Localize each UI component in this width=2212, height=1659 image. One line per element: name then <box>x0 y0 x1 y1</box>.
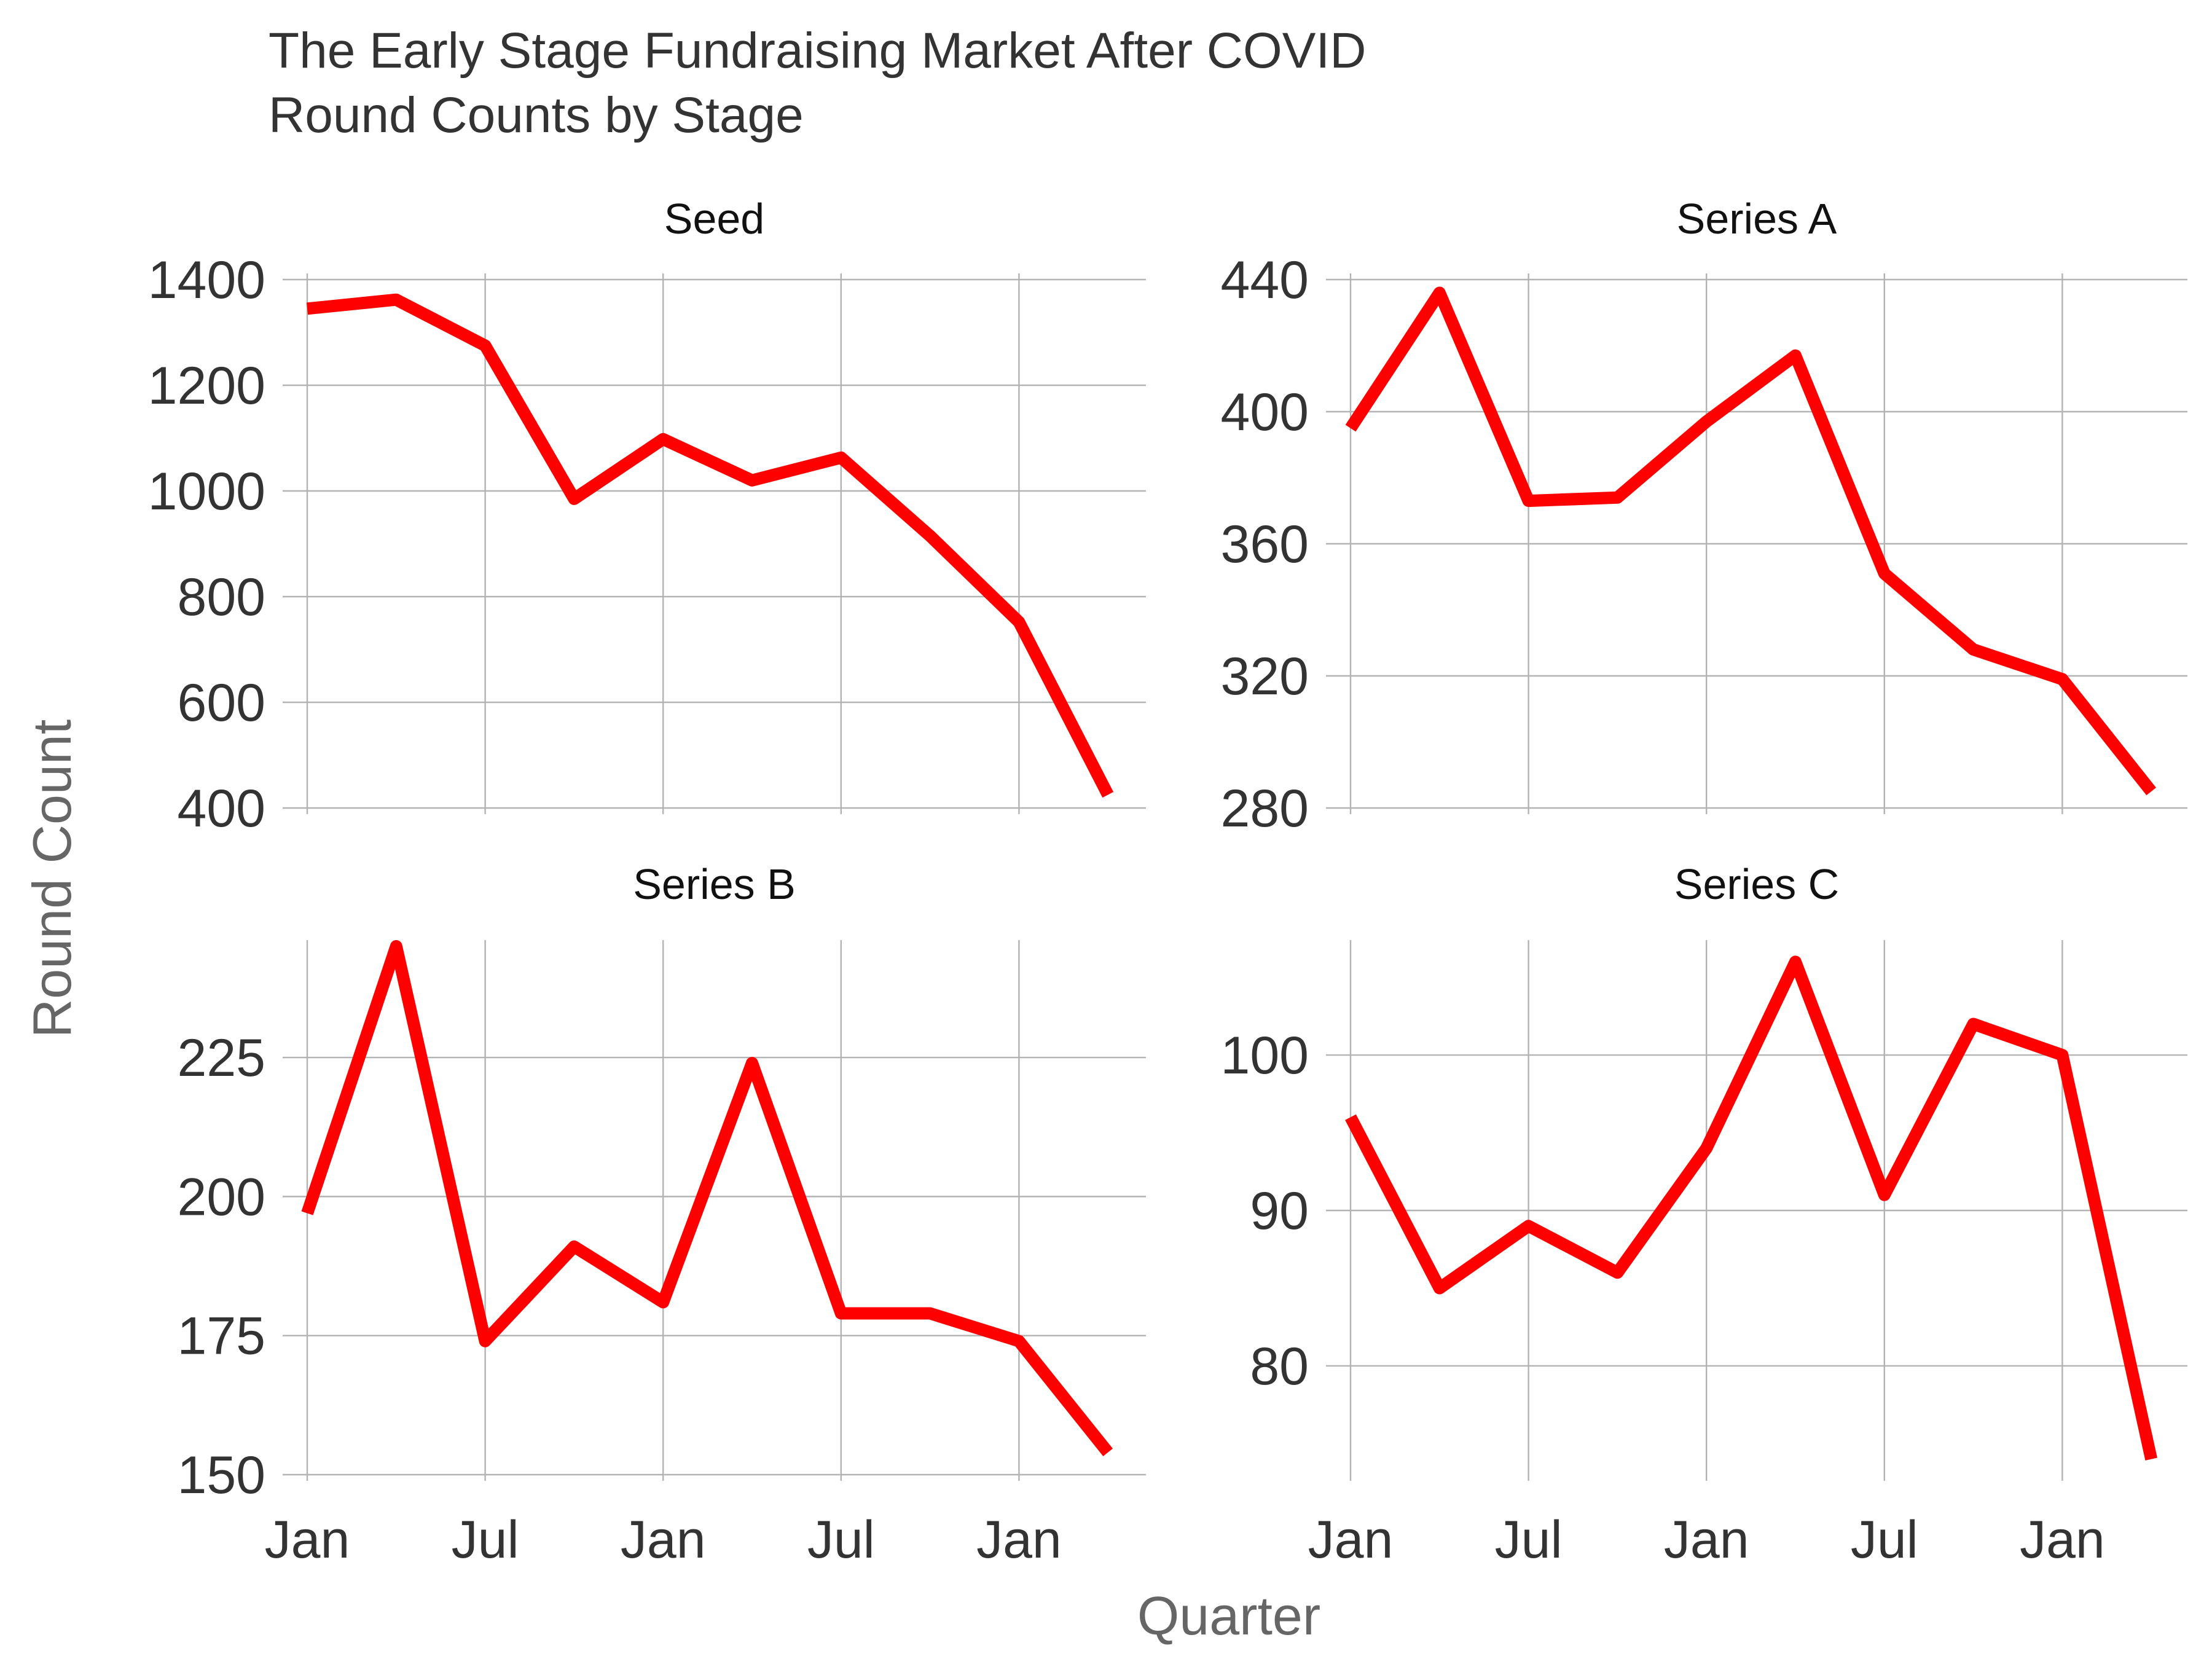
facet-panel: Series C 80 90 100 Jan Jul Jan Jul Jan <box>1221 860 2187 1569</box>
x-tick-label: Jan <box>1664 1510 1749 1569</box>
y-tick-label: 90 <box>1250 1182 1309 1241</box>
y-tick-label: 360 <box>1221 515 1309 574</box>
x-tick-label: Jan <box>621 1510 706 1569</box>
facet-strip-label: Series B <box>633 860 796 908</box>
chart-title: The Early Stage Fundraising Market After… <box>269 23 1367 79</box>
y-tick-label: 1000 <box>148 462 265 521</box>
facet-panels: Seed 400 600 800 1000 1200 1400 Series A 280 320 3… <box>148 195 2187 1569</box>
facet-strip-label: Seed <box>664 195 764 243</box>
y-tick-label: 175 <box>178 1307 266 1366</box>
y-tick-label: 400 <box>1221 383 1309 442</box>
y-tick-label: 800 <box>178 568 266 627</box>
y-tick-label: 600 <box>178 673 266 732</box>
y-tick-label: 200 <box>178 1167 266 1226</box>
y-tick-label: 1400 <box>148 251 265 310</box>
x-tick-label: Jan <box>1308 1510 1394 1569</box>
facet-strip-label: Series C <box>1674 860 1839 908</box>
x-axis-title: Quarter <box>1137 1585 1320 1646</box>
y-tick-label: 225 <box>178 1029 266 1088</box>
facet-strip-label: Series A <box>1677 195 1837 243</box>
x-tick-label: Jul <box>807 1510 875 1569</box>
x-tick-label: Jul <box>1495 1510 1563 1569</box>
series-line <box>301 940 1113 1457</box>
x-tick-label: Jan <box>976 1510 1062 1569</box>
y-tick-label: 320 <box>1221 647 1309 706</box>
x-tick-label: Jul <box>1851 1510 1918 1569</box>
x-tick-label: Jul <box>452 1510 519 1569</box>
y-tick-label: 280 <box>1221 779 1309 838</box>
series-line <box>306 293 1114 798</box>
y-tick-label: 400 <box>178 779 266 838</box>
y-tick-label: 80 <box>1250 1337 1309 1396</box>
y-axis-title: Round Count <box>22 720 82 1038</box>
y-tick-label: 1200 <box>148 356 265 415</box>
x-tick-label: Jan <box>265 1510 350 1569</box>
facet-panel: Series B 150 175 200 225 Jan Jul Jan Jul Jan <box>178 860 1146 1569</box>
facet-panel: Seed 400 600 800 1000 1200 1400 <box>148 195 1146 838</box>
series-line <box>1345 286 2157 796</box>
chart-subtitle: Round Counts by Stage <box>269 87 804 143</box>
y-tick-label: 100 <box>1221 1026 1309 1085</box>
y-tick-label: 150 <box>178 1446 266 1505</box>
y-tick-label: 440 <box>1221 251 1309 310</box>
series-line <box>1345 955 2157 1461</box>
x-tick-label: Jan <box>2020 1510 2105 1569</box>
facet-panel: Series A 280 320 360 400 440 <box>1221 195 2187 838</box>
